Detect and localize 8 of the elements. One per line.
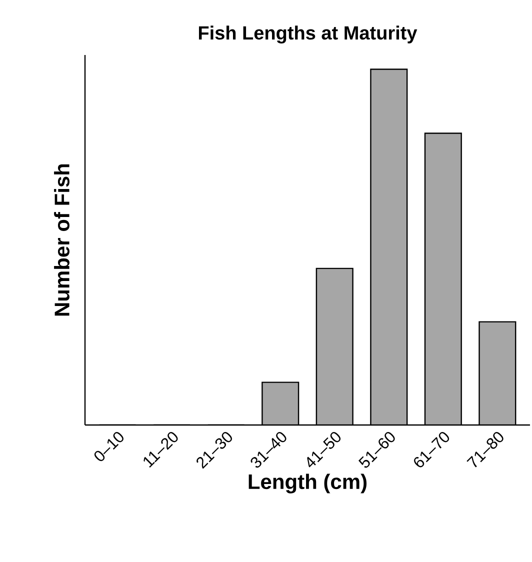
- bar: [262, 382, 299, 425]
- bar: [478, 321, 516, 425]
- bar: [370, 69, 408, 425]
- bar: [424, 133, 462, 425]
- bar: [316, 268, 353, 425]
- x-axis-title: Length (cm): [248, 474, 367, 494]
- y-axis-title: Number of Fish: [54, 164, 70, 316]
- chart-title: Fish Lengths at Maturity: [198, 26, 418, 44]
